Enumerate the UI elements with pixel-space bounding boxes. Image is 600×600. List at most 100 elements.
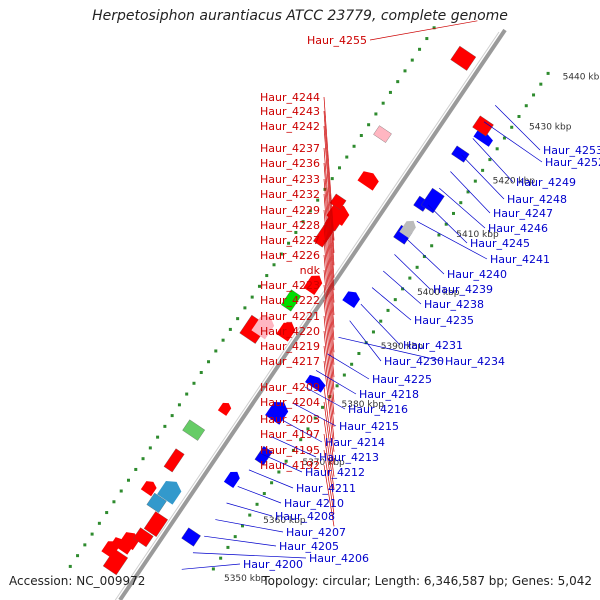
tick-dot-left <box>265 274 269 278</box>
gene-feature <box>181 527 201 547</box>
feature-label-left: Haur_4229 <box>260 204 320 217</box>
kbp-tick-label: 5430 kbp <box>529 122 572 132</box>
tick-dot-right <box>328 395 332 399</box>
tick-dot-left <box>228 327 232 331</box>
tick-dot-left <box>418 47 422 51</box>
feature-label-right: Haur_4231 <box>403 339 463 352</box>
tick-dot-right <box>342 373 346 377</box>
tick-dot-right <box>546 71 550 75</box>
tick-dot-left <box>199 371 203 375</box>
gene-box <box>143 511 168 537</box>
gene-feature <box>102 548 129 576</box>
gene-box <box>420 187 445 214</box>
feature-label-right: Haur_4230 <box>384 355 444 368</box>
map-title: Herpetosiphon aurantiacus ATCC 23779, co… <box>92 8 508 24</box>
gene-arrow <box>303 275 323 295</box>
genome-backbone <box>118 28 507 600</box>
tick-dot-right <box>430 244 434 248</box>
accession-text: Accession: NC_009972 <box>9 574 146 588</box>
gene-feature <box>280 289 302 312</box>
leader-line-left <box>323 464 335 527</box>
leader-line-left <box>323 330 335 427</box>
leader-line-right <box>226 502 273 517</box>
leader-line-left <box>323 209 335 328</box>
tick-dot-right <box>277 470 281 474</box>
tick-dot-left <box>243 306 247 310</box>
tick-dot-right <box>408 276 412 280</box>
leader-line-right <box>237 486 282 504</box>
tick-dot-left <box>345 155 349 159</box>
leader-line-right <box>293 403 337 427</box>
gene-box <box>102 548 129 576</box>
feature-label-left: Haur_4226 <box>260 249 320 262</box>
tick-dot-right <box>473 179 477 183</box>
leader-line-left <box>323 299 335 403</box>
feature-label-right: Haur_4246 <box>488 222 548 235</box>
tick-dot-right <box>415 265 419 269</box>
feature-label-right: Haur_4200 <box>243 558 303 571</box>
leader-line-right <box>304 386 346 410</box>
tick-dot-right <box>255 502 259 506</box>
gene-arrow <box>251 316 275 340</box>
feature-label-right: Haur_4253 <box>543 144 600 157</box>
gene-feature <box>472 115 494 137</box>
tick-dot-left <box>403 69 407 73</box>
kbp-tick-label: 5390 kbp <box>381 342 424 352</box>
leader-line-right <box>338 336 443 362</box>
tick-dot-left <box>163 424 167 428</box>
gene-feature <box>111 537 132 555</box>
leader-line-left <box>323 110 335 253</box>
tick-dot-left <box>185 392 189 396</box>
tick-dot-left <box>330 177 334 181</box>
leader-line-right <box>327 353 370 380</box>
feature-label-right: Haur_4206 <box>309 552 369 565</box>
tick-dot-right <box>270 481 274 485</box>
gene-arrow <box>223 471 240 489</box>
tick-dot-left <box>207 360 211 364</box>
feature-label-right: Haur_4218 <box>359 388 419 401</box>
tick-dot-left <box>156 435 160 439</box>
feature-label-left: ndk <box>300 264 321 277</box>
feature-label-left: Haur_4227 <box>260 234 320 247</box>
tick-dot-right <box>284 459 288 463</box>
tick-dot-right <box>422 255 426 259</box>
feature-label-left: Haur_4243 <box>260 105 320 118</box>
tick-dot-right <box>299 438 303 442</box>
feature-label-right: Haur_4208 <box>275 510 335 523</box>
gene-box <box>450 45 477 71</box>
gene-box <box>329 193 347 211</box>
gene-feature <box>217 402 232 416</box>
tick-dot-right <box>452 211 456 215</box>
gene-arrow <box>342 291 360 309</box>
feature-label-right: Haur_4235 <box>414 314 474 327</box>
leader-line-left <box>323 315 335 415</box>
kbp-tick-label: 5440 kbp <box>563 73 600 83</box>
feature-label-right: Haur_4212 <box>305 466 365 479</box>
tick-dot-left <box>425 37 429 41</box>
leader-line-right <box>192 552 307 559</box>
kbp-tick-label: 5380 kbp <box>342 400 385 410</box>
leader-line-right <box>282 419 323 443</box>
gene-feature <box>265 401 289 425</box>
leader-line-right <box>405 237 445 275</box>
tick-dot-left <box>236 317 240 321</box>
tick-dot-left <box>112 500 116 504</box>
kbp-tick-label: 5360 kbp <box>263 516 306 526</box>
gene-feature <box>163 448 185 473</box>
tick-dot-left <box>250 295 254 299</box>
gene-feature <box>329 193 347 211</box>
genome-summary-text: Topology: circular; Length: 6,346,587 bp… <box>262 574 592 588</box>
tick-dot-right <box>437 233 441 237</box>
feature-label-right: Haur_4239 <box>433 283 493 296</box>
feature-label-right: Haur_4248 <box>507 193 567 206</box>
tick-dot-right <box>524 104 528 108</box>
leader-line-left <box>323 284 335 390</box>
leader-line-right <box>472 138 514 183</box>
feature-label-right: Haur_4245 <box>470 237 530 250</box>
tick-dot-left <box>257 284 261 288</box>
feature-label-left: Haur_4197 <box>260 428 320 441</box>
feature-label-left: Haur_4236 <box>260 157 320 170</box>
tick-dot-right <box>371 330 375 334</box>
tick-dot-right <box>357 351 361 355</box>
gene-box <box>133 527 154 548</box>
